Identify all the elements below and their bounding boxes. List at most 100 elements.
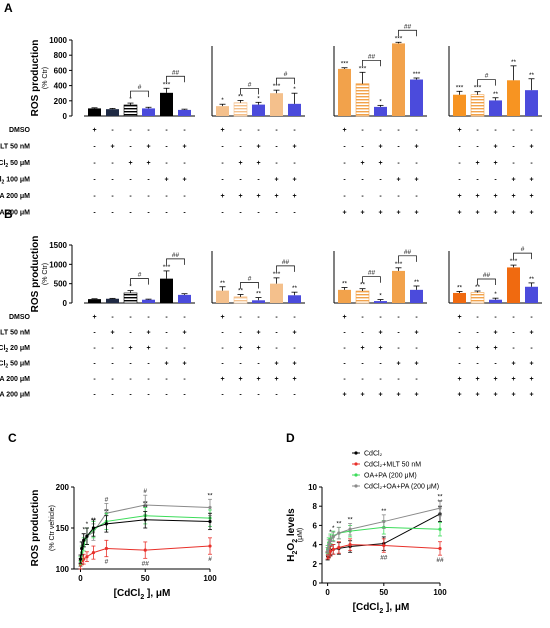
data-point (382, 519, 386, 524)
significance-mark: * (82, 527, 85, 534)
sign-mark: - (379, 361, 382, 368)
sign-mark: + (457, 392, 461, 399)
bar (525, 286, 538, 303)
row-label: MLT 50 nM (0, 144, 30, 151)
significance-mark: ** (381, 508, 387, 515)
bar (142, 299, 155, 303)
bar (252, 300, 265, 303)
sign-mark: + (360, 392, 364, 399)
sign-mark: - (221, 330, 224, 337)
significance-mark: ** (348, 516, 354, 523)
sign-mark: - (415, 314, 418, 321)
significance-mark: ** (457, 284, 463, 291)
comparison-bracket (398, 255, 417, 262)
sign-mark: - (147, 127, 150, 134)
sign-mark: - (93, 210, 96, 217)
significance-mark: * (86, 521, 89, 528)
sign-mark: + (475, 345, 479, 352)
sign-mark: - (361, 361, 364, 368)
bar (525, 90, 538, 116)
sign-mark: + (220, 376, 224, 383)
sign-mark: - (165, 392, 168, 399)
panel-label-c: C (8, 431, 17, 445)
data-point (348, 527, 352, 531)
x-axis-label: [CdCl2 ], μM (353, 602, 410, 615)
sign-mark: - (129, 177, 132, 184)
data-point (438, 506, 442, 510)
significance-mark: ** (220, 280, 226, 287)
significance-mark: * (221, 97, 224, 104)
sign-mark: - (183, 160, 186, 167)
sign-mark: + (182, 361, 186, 368)
bar (392, 43, 405, 116)
sign-mark: - (239, 361, 242, 368)
sign-mark: + (414, 177, 418, 184)
sign-mark: - (397, 314, 400, 321)
sign-mark: - (239, 392, 242, 399)
comparison-bracket (240, 282, 259, 289)
sign-mark: - (397, 144, 400, 151)
data-point (331, 547, 335, 552)
bar (216, 290, 229, 303)
data-point (80, 546, 84, 551)
sign-mark: + (511, 392, 515, 399)
data-point (85, 534, 89, 538)
bar (453, 292, 466, 303)
sign-mark: + (529, 376, 533, 383)
sign-mark: - (221, 160, 224, 167)
significance-mark: ** (360, 282, 366, 289)
sign-mark: + (511, 177, 515, 184)
bar (410, 289, 423, 303)
sign-mark: - (221, 144, 224, 151)
sign-mark: + (182, 177, 186, 184)
comparison-bracket (130, 90, 149, 98)
bar (453, 94, 466, 116)
sign-mark: - (93, 177, 96, 184)
bar (233, 296, 248, 304)
sign-mark: - (93, 330, 96, 337)
sign-mark: - (147, 376, 150, 383)
sign-mark: + (164, 361, 168, 368)
sign-mark: + (146, 345, 150, 352)
line-panel-c: 100 150 200 0 50 100 [CdCl2 ], μM ROS productio… (30, 483, 217, 601)
sign-mark: - (93, 144, 96, 151)
sign-mark: - (147, 177, 150, 184)
sign-mark: + (342, 210, 346, 217)
sign-mark: - (476, 330, 479, 337)
significance-mark: * (293, 86, 296, 93)
sign-mark: - (494, 361, 497, 368)
sign-mark: + (274, 193, 278, 200)
sign-mark: - (530, 127, 533, 134)
sign-mark: + (182, 330, 186, 337)
sign-mark: - (379, 376, 382, 383)
sign-mark: - (275, 160, 278, 167)
sign-mark: + (238, 345, 242, 352)
sign-mark: - (111, 160, 114, 167)
data-point (208, 544, 212, 548)
sign-mark: - (458, 345, 461, 352)
sign-mark: - (512, 314, 515, 321)
significance-mark: ** (104, 509, 110, 516)
sign-mark: - (379, 314, 382, 321)
sign-mark: + (378, 392, 382, 399)
sign-mark: - (221, 392, 224, 399)
sign-mark: + (529, 330, 533, 337)
sign-mark: - (93, 376, 96, 383)
sign-mark: - (165, 193, 168, 200)
sign-mark: + (378, 160, 382, 167)
sign-mark: - (415, 127, 418, 134)
sign-mark: - (293, 345, 296, 352)
y-tick-label: 600 (54, 66, 68, 75)
sign-mark: - (129, 330, 132, 337)
bar-panel-a: 0 200 400 600 800 1000 ROS production (% Ctr) DM… (0, 23, 542, 217)
sign-mark: - (257, 177, 260, 184)
panel-label-d: D (286, 431, 295, 445)
sign-mark: - (512, 144, 515, 151)
sign-mark: - (293, 392, 296, 399)
sign-mark: + (220, 193, 224, 200)
sign-mark: - (361, 193, 364, 200)
significance-mark: ** (529, 72, 535, 79)
